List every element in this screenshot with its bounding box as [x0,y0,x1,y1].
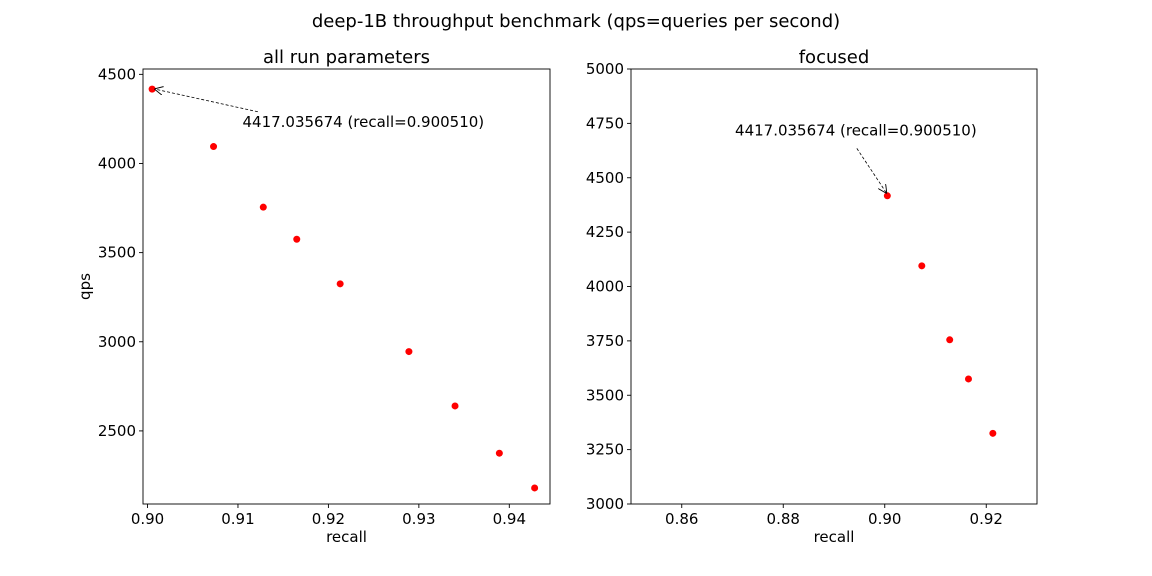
x-axis-ticks: 0.90 0.91 0.92 0.93 0.94 [131,504,526,528]
data-point [989,429,997,437]
x-tick-label: 0.92 [312,510,345,528]
data-point [883,192,891,200]
y-tick-label: 4500 [98,65,136,83]
x-tick-label: 0.88 [767,510,800,528]
data-point [336,280,344,288]
annotation-label: 4417.035674 (recall=0.900510) [242,113,484,131]
data-point [531,484,539,492]
y-axis-ticks: 3000 3250 3500 3750 4000 4250 4500 4750 5000 [586,60,631,513]
y-axis-label: qps [76,273,94,300]
y-tick-label: 4750 [586,114,624,132]
x-tick-label: 0.93 [402,510,435,528]
x-tick-label: 0.90 [868,510,901,528]
annotation: 4417.035674 (recall=0.900510) [735,121,977,192]
data-point [495,449,503,457]
chart-all-run-parameters: all run parameters 0.90 0.91 0.92 0.93 0.94 … [76,47,551,546]
data-point [918,262,926,270]
annotation-label: 4417.035674 (recall=0.900510) [735,121,977,139]
data-points [883,192,997,437]
x-tick-label: 0.94 [493,510,526,528]
x-axis-ticks: 0.86 0.88 0.90 0.92 [665,504,1003,528]
chart-focused: focused 0.86 0.88 0.90 0.92 3000 3250 3500 375… [586,47,1038,546]
x-tick-label: 0.90 [131,510,164,528]
chart-title: focused [799,47,870,68]
data-point [293,235,301,243]
y-tick-label: 3000 [98,333,136,351]
y-tick-label: 4500 [586,169,624,187]
data-point [451,402,459,410]
y-tick-label: 3500 [586,386,624,404]
data-point [405,348,413,356]
data-point [210,143,218,151]
y-tick-label: 3750 [586,332,624,350]
annotation-arrow [856,148,887,192]
y-tick-label: 2500 [98,422,136,440]
data-point [946,336,954,344]
chart-title: all run parameters [263,47,430,68]
data-point [964,375,972,383]
x-axis-label: recall [326,528,367,546]
y-tick-label: 3250 [586,441,624,459]
y-tick-label: 3500 [98,244,136,262]
y-axis-ticks: 2500 3000 3500 4000 4500 [98,65,143,440]
plot-frame [142,68,551,505]
y-tick-label: 5000 [586,60,624,78]
annotation-arrow [155,89,258,113]
y-tick-label: 4000 [586,278,624,296]
x-tick-label: 0.86 [665,510,698,528]
y-tick-label: 4000 [98,154,136,172]
data-point [148,85,156,93]
y-tick-label: 3000 [586,495,624,513]
y-tick-label: 4250 [586,223,624,241]
x-tick-label: 0.91 [221,510,254,528]
data-points [148,85,539,492]
x-tick-label: 0.92 [970,510,1003,528]
x-axis-label: recall [814,528,855,546]
data-point [259,203,267,211]
annotation: 4417.035674 (recall=0.900510) [155,89,484,131]
figure-suptitle: deep-1B throughput benchmark (qps=querie… [312,11,840,32]
